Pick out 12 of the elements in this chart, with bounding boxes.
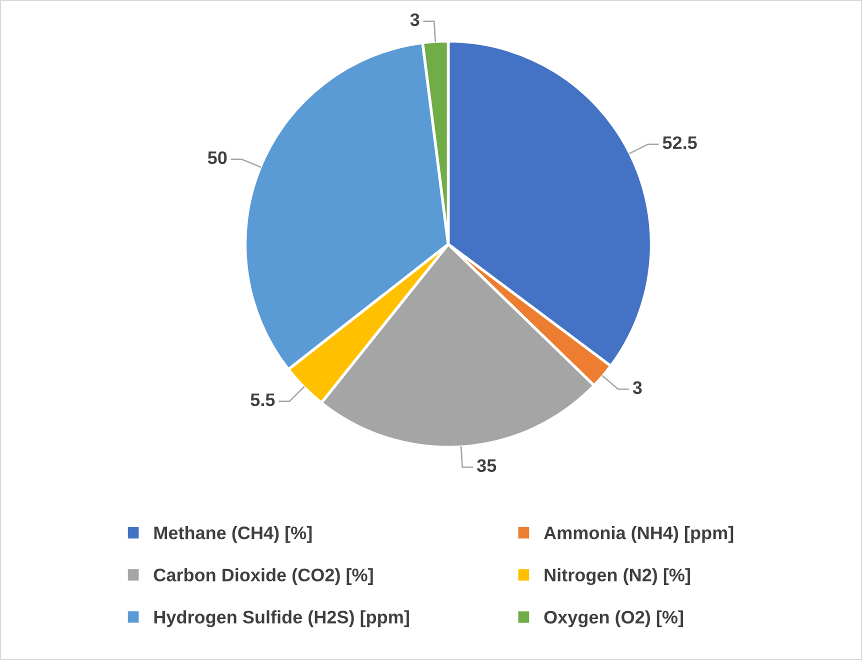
data-label: 52.5 bbox=[662, 136, 697, 150]
legend-label: Hydrogen Sulfide (H2S) [ppm] bbox=[154, 610, 409, 628]
legend-label: Methane (CH4) [%] bbox=[154, 526, 312, 543]
data-label: 5.5 bbox=[250, 394, 275, 406]
legend-label: Carbon Dioxide (CO2) [%] bbox=[154, 568, 373, 585]
legend-label: Ammonia (NH4) [ppm] bbox=[544, 526, 734, 543]
data-label: 50 bbox=[208, 151, 227, 164]
legend-label: Oxygen (O2) [%] bbox=[544, 610, 683, 628]
data-label: 3 bbox=[632, 381, 642, 394]
data-label: 3 bbox=[410, 13, 420, 26]
legend-label: Nitrogen (N2) [%] bbox=[544, 568, 690, 586]
data-label: 35 bbox=[476, 459, 496, 472]
